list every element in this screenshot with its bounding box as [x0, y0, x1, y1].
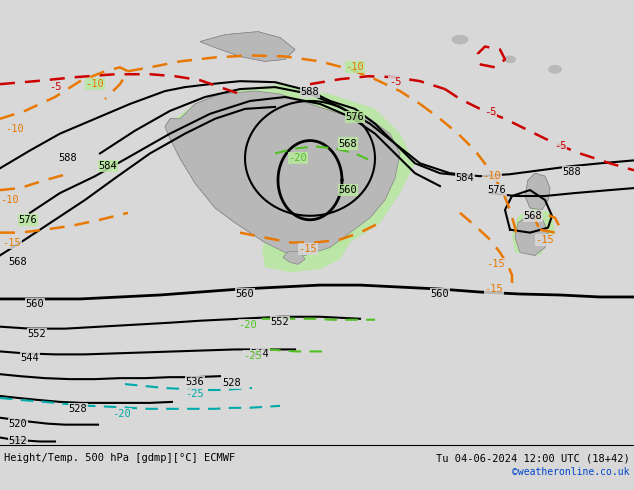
Ellipse shape	[549, 66, 561, 73]
Text: 528: 528	[68, 404, 87, 414]
Text: -10: -10	[6, 123, 24, 134]
Polygon shape	[515, 216, 548, 255]
Text: 568: 568	[339, 139, 358, 148]
Text: 552: 552	[28, 329, 46, 339]
Text: -15: -15	[299, 245, 318, 254]
Text: 576: 576	[488, 185, 507, 195]
Text: Tu 04-06-2024 12:00 UTC (18+42): Tu 04-06-2024 12:00 UTC (18+42)	[436, 453, 630, 464]
Polygon shape	[165, 91, 400, 255]
Text: -5: -5	[389, 77, 401, 87]
Text: -10: -10	[482, 171, 501, 181]
Text: -10: -10	[86, 79, 105, 89]
Polygon shape	[200, 32, 295, 61]
Text: 552: 552	[271, 317, 289, 327]
Text: -5: -5	[484, 107, 496, 117]
Ellipse shape	[453, 36, 467, 44]
Text: -15: -15	[3, 238, 22, 247]
Polygon shape	[525, 173, 550, 210]
Text: 568: 568	[524, 211, 542, 221]
Text: -20: -20	[113, 409, 131, 419]
Text: 536: 536	[186, 377, 204, 387]
Text: 584: 584	[456, 173, 474, 183]
Polygon shape	[262, 216, 350, 272]
Polygon shape	[283, 251, 305, 264]
Polygon shape	[525, 173, 550, 210]
Text: -15: -15	[487, 259, 505, 270]
Polygon shape	[200, 32, 295, 61]
Polygon shape	[515, 216, 548, 255]
Text: -5: -5	[49, 82, 61, 92]
Polygon shape	[165, 91, 400, 255]
Text: 584: 584	[99, 161, 117, 172]
Polygon shape	[512, 208, 555, 255]
Text: -20: -20	[238, 319, 257, 330]
Ellipse shape	[505, 56, 515, 62]
Ellipse shape	[453, 36, 467, 44]
Text: -10: -10	[346, 62, 365, 73]
Text: 576: 576	[346, 112, 365, 122]
Text: 588: 588	[58, 153, 77, 163]
Ellipse shape	[549, 66, 561, 73]
Text: 544: 544	[250, 349, 269, 359]
Text: -25: -25	[186, 389, 204, 399]
Text: 528: 528	[223, 378, 242, 388]
Text: 544: 544	[21, 353, 39, 364]
Text: 560: 560	[25, 299, 44, 309]
Text: 588: 588	[562, 167, 581, 177]
Text: 576: 576	[18, 215, 37, 225]
Text: -20: -20	[288, 153, 307, 163]
Text: -15: -15	[536, 235, 554, 245]
Text: 568: 568	[9, 257, 27, 268]
Text: 560: 560	[339, 185, 358, 195]
Text: 560: 560	[430, 289, 450, 299]
Text: 512: 512	[9, 436, 27, 445]
Text: 520: 520	[9, 418, 27, 429]
Text: -15: -15	[484, 284, 503, 294]
Text: 560: 560	[236, 289, 254, 299]
Ellipse shape	[505, 56, 515, 62]
Text: 588: 588	[301, 87, 320, 97]
Text: ©weatheronline.co.uk: ©weatheronline.co.uk	[512, 467, 630, 477]
Text: -25: -25	[243, 351, 262, 361]
Polygon shape	[283, 251, 305, 264]
Polygon shape	[165, 84, 415, 259]
Text: -5: -5	[553, 141, 566, 150]
Text: Height/Temp. 500 hPa [gdmp][°C] ECMWF: Height/Temp. 500 hPa [gdmp][°C] ECMWF	[4, 453, 235, 464]
Text: -10: -10	[1, 195, 20, 205]
